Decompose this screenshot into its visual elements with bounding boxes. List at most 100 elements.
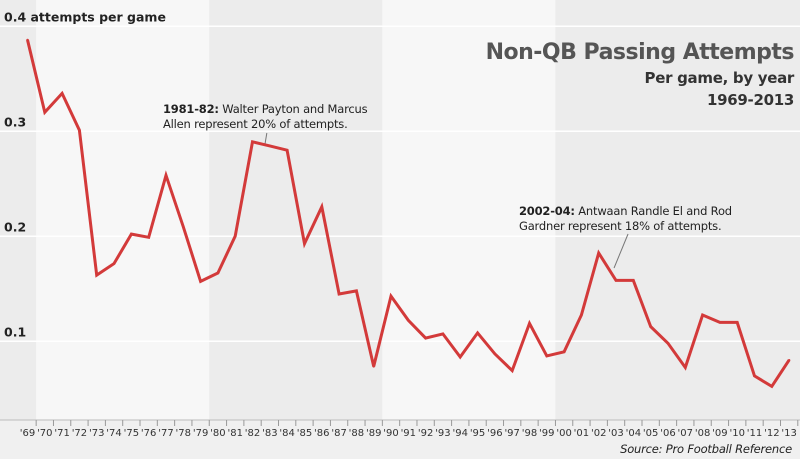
x-tick-label: '86 xyxy=(314,428,329,439)
data-point xyxy=(216,271,220,275)
x-tick-label: '91 xyxy=(401,428,416,439)
annotation-leader xyxy=(613,233,629,269)
data-point xyxy=(476,331,479,335)
x-tick-label: '84 xyxy=(279,428,294,439)
data-point xyxy=(147,236,150,239)
x-tick-label: '13 xyxy=(781,428,796,439)
y-tick-label: 0.3 xyxy=(4,114,26,129)
data-point xyxy=(95,273,98,277)
data-point xyxy=(787,358,791,362)
data-point xyxy=(268,144,272,148)
decade-band xyxy=(0,0,37,420)
data-point xyxy=(770,385,774,388)
data-point xyxy=(718,321,722,324)
x-tick-label: '04 xyxy=(626,428,641,439)
x-tick-label: '87 xyxy=(331,428,346,439)
x-tick-label: '90 xyxy=(383,428,398,439)
data-point xyxy=(545,354,548,358)
chart-year-range: 1969-2013 xyxy=(706,91,794,109)
data-point xyxy=(510,369,514,372)
data-point xyxy=(285,148,289,152)
data-point xyxy=(389,294,393,298)
data-point xyxy=(701,313,704,317)
decade-band xyxy=(36,0,210,420)
decade-band xyxy=(382,0,556,420)
data-point xyxy=(43,111,47,114)
x-tick-label: '76 xyxy=(141,428,156,439)
chart-title-block: Non-QB Passing Attempts Per game, by yea… xyxy=(486,40,795,109)
data-point xyxy=(78,129,81,132)
decade-band xyxy=(555,0,800,420)
data-point xyxy=(753,374,756,378)
data-point xyxy=(26,38,29,42)
x-tick-label: '12 xyxy=(764,428,779,439)
chart-subtitle: Per game, by year xyxy=(644,69,795,87)
data-point xyxy=(666,342,670,345)
x-tick-label: '95 xyxy=(470,428,485,439)
x-tick-label: '72 xyxy=(72,428,87,439)
data-point xyxy=(632,279,635,282)
x-tick-label: '97 xyxy=(504,428,519,439)
x-tick-label: '88 xyxy=(349,428,364,439)
x-tick-label: '73 xyxy=(89,428,104,439)
annotation-text: Walter Payton and Marcus xyxy=(222,102,368,116)
data-point xyxy=(355,289,358,293)
data-point xyxy=(112,262,116,265)
annotation-text: Allen represent 20% of attempts. xyxy=(163,117,348,131)
data-point xyxy=(320,205,323,209)
x-tick-label: '09 xyxy=(712,428,727,439)
data-point xyxy=(234,235,237,238)
data-point xyxy=(130,232,133,236)
x-tick-label: '10 xyxy=(729,428,744,439)
data-point xyxy=(493,352,497,356)
x-tick-label: '01 xyxy=(574,428,589,439)
annotation-leader xyxy=(264,132,268,146)
x-tick-label: '05 xyxy=(643,428,658,439)
x-tick-label: '70 xyxy=(37,428,52,439)
x-tick-label: '85 xyxy=(297,428,312,439)
x-tick-label: '75 xyxy=(124,428,139,439)
data-point xyxy=(424,336,427,340)
annotation-text: Antwaan Randle El and Rod xyxy=(578,204,732,218)
x-tick-label: '99 xyxy=(539,428,554,439)
data-point xyxy=(199,280,202,283)
x-tick-label: '02 xyxy=(591,428,606,439)
x-tick-label: '96 xyxy=(487,428,502,439)
data-point xyxy=(337,292,341,296)
annotation-1981-82: 1981-82: Walter Payton and Marcus Allen … xyxy=(163,102,368,132)
x-tick-label: '79 xyxy=(193,428,208,439)
data-point xyxy=(459,355,462,359)
data-point xyxy=(60,92,64,95)
data-point xyxy=(164,174,168,177)
y-tick-label: 0.1 xyxy=(4,324,26,339)
x-tick-label: '89 xyxy=(366,428,381,439)
data-point xyxy=(614,279,618,282)
x-tick-label: '08 xyxy=(695,428,710,439)
annotation-text: Gardner represent 18% of attempts. xyxy=(519,219,722,233)
x-tick-label: '71 xyxy=(54,428,69,439)
x-tick-label: '03 xyxy=(608,428,623,439)
data-point xyxy=(441,332,445,336)
data-point xyxy=(580,313,583,317)
annotation-label: 2002-04: xyxy=(519,204,575,218)
x-tick-label: '94 xyxy=(453,428,468,439)
data-point xyxy=(528,322,531,325)
decade-band xyxy=(209,0,383,420)
source-note: Source: Pro Football Reference xyxy=(620,442,792,456)
x-tick-label: '82 xyxy=(245,428,260,439)
x-tick-label: '83 xyxy=(262,428,277,439)
x-tick-label: '77 xyxy=(158,428,173,439)
data-point xyxy=(407,319,410,322)
data-point xyxy=(562,350,566,353)
annotation-label: 1981-82: xyxy=(163,102,219,116)
x-tick-label: '93 xyxy=(435,428,450,439)
data-point xyxy=(251,140,254,143)
x-tick-label: '74 xyxy=(106,428,121,439)
x-tick-label: '11 xyxy=(747,428,762,439)
x-tick-label: '69 xyxy=(20,428,35,439)
x-tick-label: '81 xyxy=(227,428,242,439)
data-point xyxy=(649,325,652,328)
data-point xyxy=(684,366,687,369)
data-point xyxy=(597,251,600,255)
data-point xyxy=(372,365,375,368)
